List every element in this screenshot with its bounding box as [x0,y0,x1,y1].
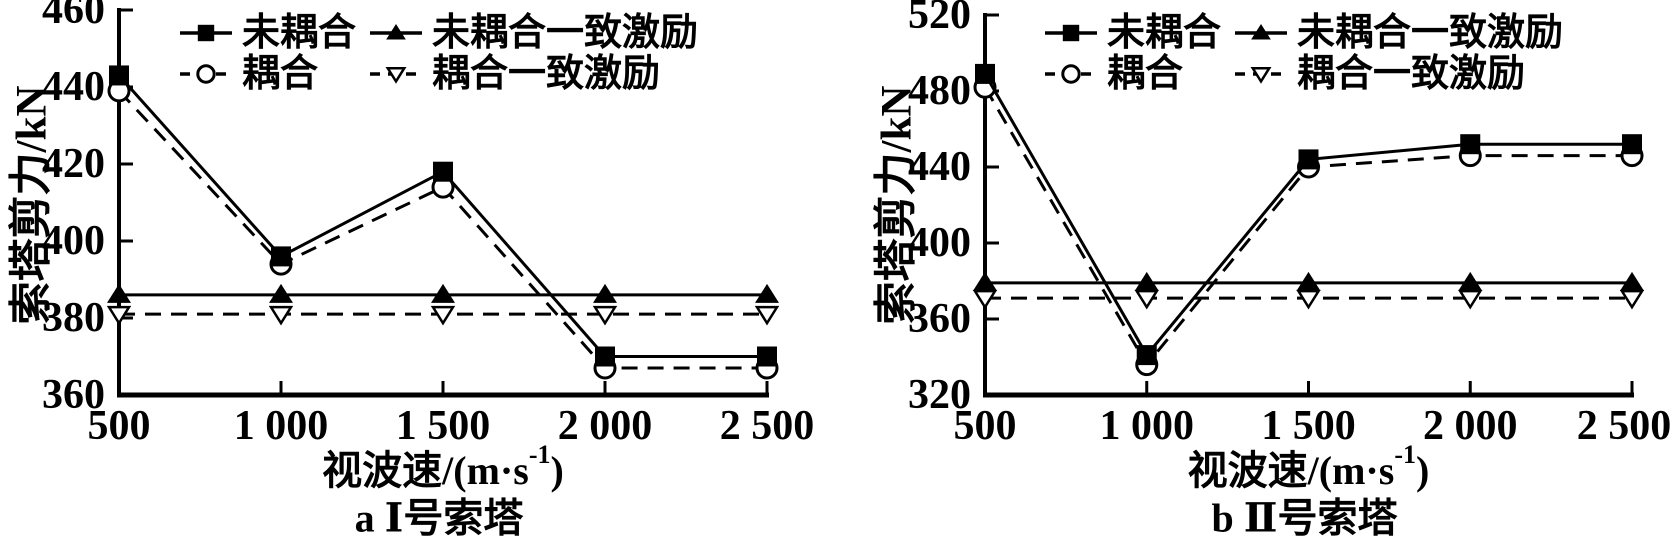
series-uncoupled-marker [433,161,453,182]
x-tick-label: 1 000 [234,403,329,449]
series-uncoupled-uniform-excitation [973,271,1644,291]
panel-caption: b Ⅱ号索塔 [1212,496,1399,541]
series-coupled-line [117,89,767,370]
panel-caption: a Ⅰ号索塔 [355,496,525,541]
chart-panel-a: 360 380 400 420 440 460 500 1 000 1 500 2 000 2 50… [8,0,815,541]
series-coupled-uniform-excitation-marker [1296,289,1321,310]
x-tick-label: 2 000 [1423,403,1518,449]
series-uncoupled [975,63,1642,366]
y-axis-title: 索塔剪力/kN [873,86,921,325]
series-uncoupled-marker [109,65,129,86]
series-uncoupled-uniform-excitation-marker [107,283,131,303]
y-tick-label: 420 [42,141,105,187]
legend-filled-square-icon [197,24,215,42]
legend-label-series-coupled: 耦合 [1107,53,1183,95]
series-uncoupled-uniform-excitation-marker [755,283,779,303]
series-uncoupled-uniform-excitation-marker [1296,271,1321,291]
y-tick-label: 480 [908,68,971,114]
y-axis-title: 索塔剪力/kN [8,86,56,325]
series-coupled [107,79,779,380]
legend-filled-triangle-up-icon [1251,23,1271,40]
series-uncoupled-uniform-excitation-marker [973,271,997,291]
series-uncoupled-uniform-excitation-marker [431,283,455,303]
series-coupled-uniform-excitation-marker [754,305,780,326]
series-uncoupled-uniform-excitation-marker [269,283,293,303]
x-tick-label: 2 000 [558,403,653,449]
y-tick-label: 360 [42,372,105,418]
series-uncoupled-marker [975,63,995,84]
x-tick-label: 2 500 [720,403,815,449]
series-uncoupled-marker [757,346,777,367]
x-axis-title: 视波速/(m·s-1) [1188,440,1430,493]
legend-open-triangle-down-icon [385,67,407,84]
series-uncoupled-marker [1298,149,1319,170]
series-uncoupled-marker [595,346,615,367]
y-tick-label: 520 [908,0,971,38]
series-coupled [973,75,1644,377]
legend-open-circle-icon [1061,64,1081,84]
series-coupled-uniform-excitation-marker [430,305,456,326]
series-uncoupled-uniform-excitation-marker [593,283,617,303]
y-tick-label: 400 [908,220,971,266]
series-uncoupled-marker [1136,345,1157,366]
series-coupled-uniform-excitation-marker [972,289,998,310]
series-coupled-uniform-excitation-marker [268,305,294,326]
y-tick-label: 460 [42,0,105,33]
series-uncoupled-marker [271,246,291,267]
series-coupled-uniform-excitation [972,289,1645,310]
y-tick-label: 440 [42,64,105,110]
legend-label-series-coupled: 耦合 [242,53,318,95]
legend-label-series-uncoupled: 未耦合 [1107,12,1221,54]
x-tick-label: 500 [88,403,151,449]
x-axis-title: 视波速/(m·s-1) [322,440,564,493]
series-coupled-uniform-excitation [106,305,780,326]
series-uncoupled-uniform-excitation [107,283,779,303]
x-tick-label: 1 500 [1261,403,1356,449]
series-uncoupled-uniform-excitation-marker [1620,271,1644,291]
y-tick-label: 380 [42,295,105,341]
legend-label-series-uncoupled-uniform-excitation: 未耦合一致激励 [432,12,698,54]
series-uncoupled-marker [1460,134,1481,155]
x-tick-label: 500 [954,403,1017,449]
legend-filled-triangle-up-icon [386,23,406,40]
y-tick-label: 440 [908,144,971,190]
chart-panel-b: 320 360 400 440 480 520 500 1 000 1 500 2 000 2 50… [873,0,1672,541]
legend-label-series-coupled-uniform-excitation: 耦合一致激励 [1297,53,1525,95]
x-tick-label: 2 500 [1577,403,1672,449]
y-tick-label: 360 [908,296,971,342]
x-tick-label: 1 000 [1100,403,1195,449]
series-coupled-line [983,86,1632,368]
series-uncoupled-marker [1622,134,1642,155]
series-coupled-uniform-excitation-marker [1134,289,1160,310]
legend-filled-square-icon [1062,24,1080,42]
legend-label-series-uncoupled: 未耦合 [242,12,356,54]
series-coupled-uniform-excitation-marker [1457,289,1483,310]
series-uncoupled-line [983,73,1632,358]
series-uncoupled-uniform-excitation-marker [1458,271,1483,291]
legend-label-series-coupled-uniform-excitation: 耦合一致激励 [432,53,660,95]
legend-label-series-uncoupled-uniform-excitation: 未耦合一致激励 [1297,12,1563,54]
series-coupled-uniform-excitation-marker [592,305,618,326]
legend-open-triangle-down-icon [1250,67,1272,84]
y-tick-label: 320 [908,372,971,418]
legend-open-circle-icon [196,64,216,84]
series-coupled-uniform-excitation-marker [106,305,132,326]
x-tick-label: 1 500 [396,403,491,449]
y-tick-label: 400 [42,218,105,264]
series-uncoupled-uniform-excitation-marker [1134,271,1159,291]
series-coupled-uniform-excitation-marker [1619,289,1645,310]
series-uncoupled [109,65,777,367]
